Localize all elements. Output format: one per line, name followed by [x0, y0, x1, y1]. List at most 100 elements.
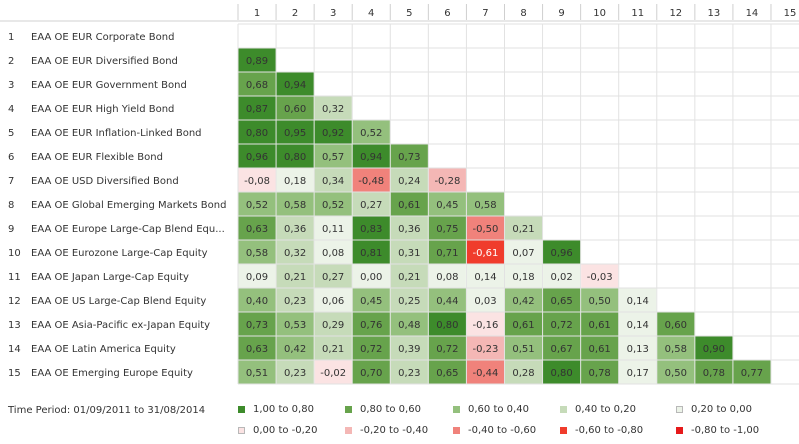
heatmap-cell — [238, 288, 276, 312]
cell-value: 0,94 — [284, 80, 306, 91]
cell-value: 0,61 — [589, 320, 611, 331]
heatmap-cell — [352, 120, 390, 144]
cell-value: 0,78 — [703, 368, 725, 379]
cell-value: 0,53 — [284, 320, 306, 331]
row-label: EAA OE Japan Large-Cap Equity — [31, 272, 189, 283]
heatmap-cell — [314, 216, 352, 240]
cell-value: -0,61 — [473, 248, 499, 259]
cell-value: 0,81 — [360, 248, 382, 259]
heatmap-cell — [276, 144, 314, 168]
heatmap-cell — [238, 240, 276, 264]
heatmap-cell — [238, 216, 276, 240]
heatmap-cell — [428, 192, 466, 216]
cell-value: 0,76 — [360, 320, 382, 331]
cell-value: 0,80 — [246, 128, 268, 139]
cell-value: 0,14 — [627, 320, 649, 331]
heatmap-cell — [276, 120, 314, 144]
heatmap-cell — [619, 288, 657, 312]
legend-item: -0,80 to -1,00 — [676, 425, 759, 436]
heatmap-cell — [619, 360, 657, 384]
cell-value: 0,51 — [246, 368, 268, 379]
cell-value: 0,77 — [741, 368, 763, 379]
heatmap-cell — [276, 288, 314, 312]
column-label: 2 — [292, 8, 298, 19]
heatmap-cell — [390, 168, 428, 192]
column-label: 14 — [746, 8, 759, 19]
heatmap-cell — [428, 264, 466, 288]
legend-label: -0,60 to -0,80 — [575, 425, 644, 436]
heatmap-cell — [657, 312, 695, 336]
heatmap-cell — [238, 192, 276, 216]
cell-value: 0,42 — [512, 296, 534, 307]
cell-value: 0,21 — [322, 344, 344, 355]
column-label: 6 — [444, 8, 450, 19]
heatmap-cell — [581, 264, 619, 288]
heatmap-cell — [428, 240, 466, 264]
cell-value: 0,51 — [512, 344, 534, 355]
row-index: 4 — [8, 104, 14, 115]
cell-value: 0,63 — [246, 344, 268, 355]
heatmap-cell — [276, 312, 314, 336]
cell-value: 0,61 — [512, 320, 534, 331]
heatmap-cell — [352, 336, 390, 360]
cell-value: 0,72 — [550, 320, 572, 331]
heatmap-cell — [276, 336, 314, 360]
heatmap-cell — [390, 288, 428, 312]
legend-label: 0,20 to 0,00 — [691, 404, 752, 415]
column-label: 10 — [593, 8, 606, 19]
row-index: 12 — [8, 296, 21, 307]
legend-swatch — [238, 427, 245, 434]
legend-item: 0,00 to -0,20 — [238, 425, 318, 436]
column-label: 7 — [482, 8, 488, 19]
heatmap-cell — [581, 336, 619, 360]
cell-value: 0,80 — [436, 320, 458, 331]
cell-value: 0,00 — [360, 272, 382, 283]
heatmap-cell — [314, 120, 352, 144]
row-index: 3 — [8, 80, 14, 91]
heatmap-cell — [543, 288, 581, 312]
cell-value: 0,31 — [398, 248, 420, 259]
heatmap-cell — [238, 336, 276, 360]
cell-value: 0,52 — [322, 200, 344, 211]
row-label: EAA OE Asia-Pacific ex-Japan Equity — [31, 320, 210, 331]
heatmap-cell — [276, 72, 314, 96]
cell-value: 0,27 — [360, 200, 382, 211]
cell-value: 0,14 — [474, 272, 496, 283]
cell-value: 0,27 — [322, 272, 344, 283]
cell-value: 0,09 — [246, 272, 268, 283]
heatmap-cell — [238, 48, 276, 72]
cell-value: 0,94 — [360, 152, 382, 163]
heatmap-cell — [238, 360, 276, 384]
heatmap-cell — [352, 168, 390, 192]
heatmap-cell — [466, 240, 504, 264]
cell-value: 0,89 — [246, 56, 268, 67]
cell-value: 0,24 — [398, 176, 420, 187]
legend-swatch — [560, 406, 567, 413]
heatmap-cell — [314, 96, 352, 120]
cell-value: 0,06 — [322, 296, 344, 307]
heatmap-cell — [390, 264, 428, 288]
cell-value: 0,21 — [284, 272, 306, 283]
cell-value: 0,32 — [322, 104, 344, 115]
heatmap-cell — [543, 264, 581, 288]
row-label: EAA OE EUR High Yield Bond — [31, 104, 174, 115]
column-label: 8 — [520, 8, 526, 19]
row-label: EAA OE EUR Diversified Bond — [31, 56, 178, 67]
row-label: EAA OE Emerging Europe Equity — [31, 368, 193, 379]
row-label: EAA OE Eurozone Large-Cap Equity — [31, 248, 208, 259]
heatmap-cell — [466, 264, 504, 288]
heatmap-cell — [352, 144, 390, 168]
cell-value: 0,60 — [665, 320, 687, 331]
cell-value: 0,61 — [589, 344, 611, 355]
cell-value: 0,61 — [398, 200, 420, 211]
cell-value: 0,07 — [512, 248, 534, 259]
cell-value: 0,96 — [550, 248, 572, 259]
heatmap-cell — [390, 192, 428, 216]
cell-value: -0,08 — [244, 176, 270, 187]
cell-value: 0,40 — [246, 296, 268, 307]
row-index: 9 — [8, 224, 14, 235]
cell-value: -0,16 — [473, 320, 499, 331]
heatmap-cell — [466, 312, 504, 336]
legend-item: 0,20 to 0,00 — [676, 404, 752, 415]
cell-value: 0,70 — [360, 368, 382, 379]
